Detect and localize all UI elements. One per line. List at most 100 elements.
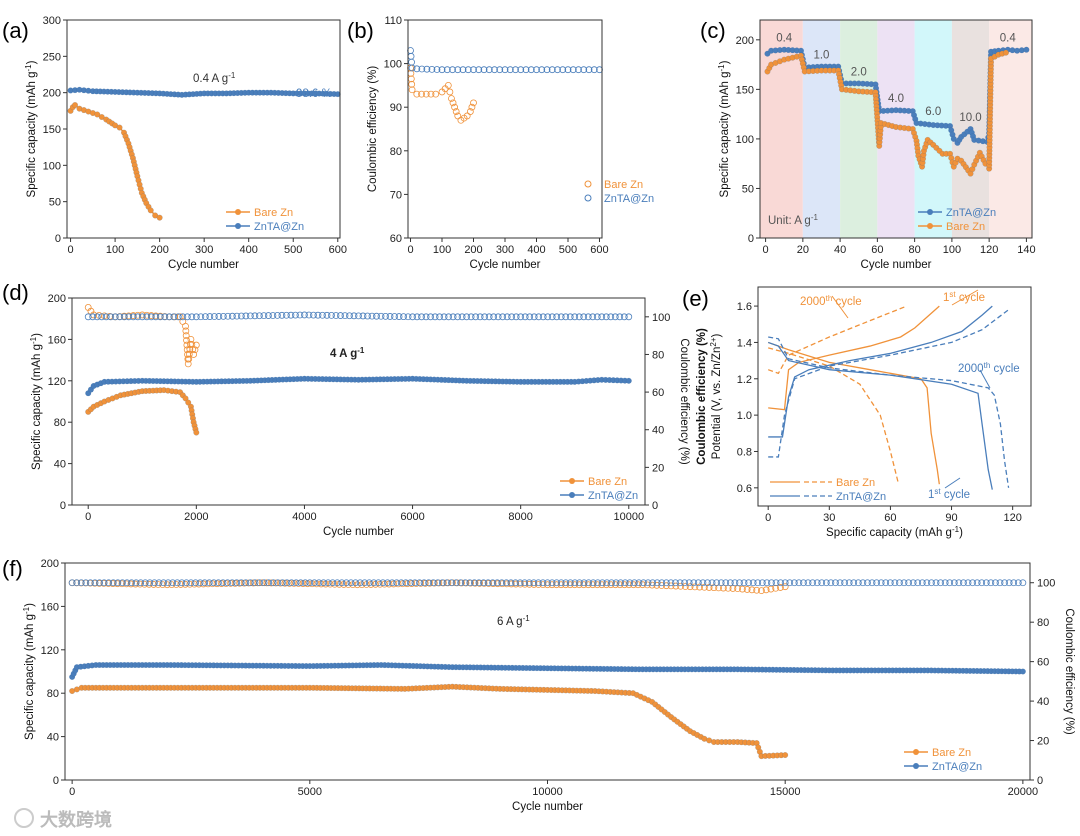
data-point [566,313,574,321]
data-point [214,579,222,587]
data-point [287,311,295,319]
x-axis-label-sup: -1 [952,525,960,534]
data-point [557,579,565,587]
data-point [822,579,830,587]
data-point [310,579,318,587]
data-point [164,579,172,587]
legend-marker [913,763,919,769]
data-point [224,312,232,320]
data-point [777,579,785,587]
series-bare-zn [85,387,200,436]
x-tick-label: 90 [945,512,957,524]
data-point [667,579,675,587]
annotation-text: 6 A g [497,616,523,628]
data-point [182,327,190,335]
data-point [359,312,367,320]
data-point [255,312,263,320]
data-point [185,355,193,363]
data-point [129,313,137,321]
data-point [440,313,448,321]
series-line [768,305,993,438]
data-point [543,66,551,74]
data-point [314,311,322,319]
data-point [329,579,337,587]
data-point [736,579,743,587]
arrow-icon [831,295,849,319]
x-tick-label: 600 [590,244,608,256]
legend-label: Bare Zn [836,477,875,489]
annotation-text: 0.4 A g [193,73,228,85]
rate-label: 10.0 [959,112,981,124]
data-point [526,313,534,321]
data-point [364,312,371,320]
y2-tick-label: 0 [1037,775,1043,787]
data-point [265,312,272,319]
annotation-tail: cycle [990,363,1019,375]
data-point [603,579,611,587]
data-point [98,114,105,121]
y-tick-label: 200 [48,293,66,305]
data-point [170,313,178,321]
y-axis-label-extra: Coulombic efficiency (%) [696,328,708,465]
data-point [84,313,92,321]
data-point [432,90,440,98]
data-point [192,341,200,349]
data-point [521,579,529,587]
series-znta-zn-1st-discharge [767,341,993,490]
x-tick-label: 80 [909,244,921,256]
data-point [191,346,199,354]
data-point [400,313,407,321]
data-point [187,579,195,587]
data-point [864,579,871,587]
data-point [263,579,271,587]
x-tick-label: 20000 [1008,786,1039,798]
data-point [87,579,94,587]
x-tick-label: 400 [240,244,258,256]
data-point [188,341,196,348]
data-point [950,135,957,142]
data-point [320,579,327,587]
data-point [640,579,647,587]
data-point [845,579,853,587]
data-point [562,579,570,587]
data-point [480,66,488,74]
data-point [408,58,415,66]
data-point [868,579,876,587]
data-point [449,66,456,74]
data-point [790,579,798,587]
rate-label: 0.4 [1000,33,1017,45]
data-point [932,579,940,587]
data-point [361,579,369,587]
y-axis-label-extra-text: Coulombic efficiency (%) [696,328,708,465]
data-point [717,579,725,587]
data-point [125,313,133,321]
x-tick-label: 100 [943,244,961,256]
data-point [566,581,574,589]
data-point [370,579,378,587]
y-axis-label: Specific capacity (mAh g-1) [22,603,36,740]
data-point [553,581,560,589]
legend-marker [569,478,575,484]
data-point [182,332,190,340]
y-tick-label: 1.0 [737,410,752,422]
data-point [530,579,538,587]
data-point [105,579,113,587]
data-point [356,579,364,587]
data-point [740,579,748,587]
data-point [667,582,675,590]
x-tick-label: 120 [980,244,998,256]
rate-label: 1.0 [813,50,829,62]
data-point [955,579,963,587]
data-point [373,312,380,320]
legend-label: ZnTA@Zn [836,491,886,503]
annotation-sup: th [826,294,833,303]
y2-tick-label: 60 [652,387,664,399]
data-point [918,579,926,587]
x-axis-label-text: Specific capacity (mAh g [826,527,952,539]
data-point [228,579,236,587]
data-point [193,429,200,436]
y-axis-label-text: Specific capacity (mAh g [26,72,38,198]
x-tick-label: 4000 [292,511,316,523]
data-point [772,584,780,592]
